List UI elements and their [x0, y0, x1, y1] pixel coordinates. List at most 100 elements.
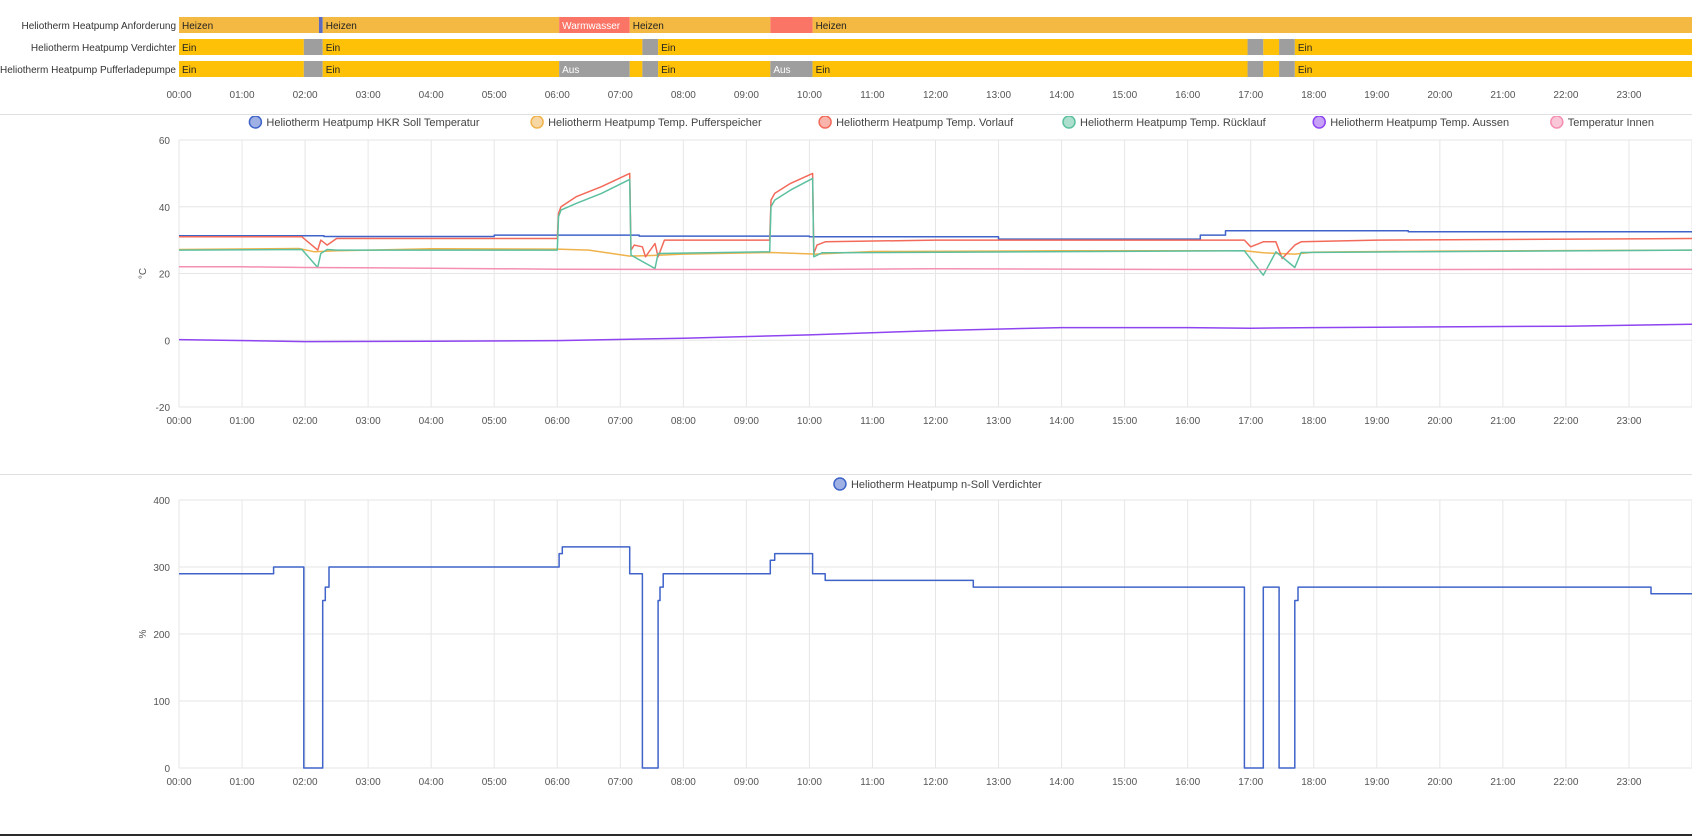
- legend-item[interactable]: Temperatur Innen: [1550, 115, 1654, 129]
- x-tick-label: 20:00: [1427, 416, 1452, 427]
- timeline-segment[interactable]: [642, 39, 659, 55]
- timeline-segment[interactable]: [1263, 61, 1280, 77]
- x-tick-label: 23:00: [1616, 90, 1641, 101]
- x-tick-label: 18:00: [1301, 777, 1326, 788]
- timeline-svg: Heliotherm Heatpump Anforderung Heizen Hei…: [0, 17, 1692, 101]
- timeline-segment[interactable]: [322, 17, 560, 33]
- timeline-segment-label: Ein: [1298, 43, 1312, 54]
- x-tick-label: 14:00: [1049, 777, 1074, 788]
- timeline-segment[interactable]: [1279, 61, 1295, 77]
- compressor-speed-series-line: [179, 546, 1692, 769]
- timeline-segment[interactable]: [812, 17, 1692, 33]
- timeline-segment[interactable]: [1263, 39, 1280, 55]
- legend-label: Heliotherm Heatpump Temp. Aussen: [1330, 117, 1509, 129]
- x-tick-label: 14:00: [1049, 416, 1074, 427]
- legend-item[interactable]: Heliotherm Heatpump HKR Soll Temperatur: [248, 115, 480, 129]
- x-tick-label: 06:00: [545, 777, 570, 788]
- timeline-segment-label: Heizen: [633, 21, 664, 32]
- x-tick-label: 15:00: [1112, 416, 1137, 427]
- timeline-segment[interactable]: [1247, 39, 1264, 55]
- x-tick-label: 17:00: [1238, 777, 1263, 788]
- timeline-segment[interactable]: [318, 17, 323, 33]
- timeline-segment[interactable]: [322, 39, 643, 55]
- x-tick-label: 22:00: [1553, 90, 1578, 101]
- timeline-segment[interactable]: [303, 61, 323, 77]
- temperature-series-line: [179, 172, 1692, 260]
- legend-item[interactable]: Heliotherm Heatpump n-Soll Verdichter: [833, 477, 1042, 491]
- legend-label: Temperatur Innen: [1568, 117, 1654, 129]
- x-tick-label: 02:00: [293, 90, 318, 101]
- x-tick-label: 18:00: [1301, 416, 1326, 427]
- legend-swatch: [1550, 115, 1564, 129]
- legend-item[interactable]: Heliotherm Heatpump Temp. Pufferspeicher: [530, 115, 762, 129]
- timeline-segment[interactable]: [303, 39, 323, 55]
- x-tick-label: 22:00: [1553, 777, 1578, 788]
- bottom-bar: [0, 834, 1692, 836]
- temperature-series-line: [179, 266, 1692, 271]
- timeline-segment[interactable]: [770, 17, 813, 33]
- timeline-segment[interactable]: [559, 17, 630, 33]
- timeline-segment[interactable]: [559, 61, 630, 77]
- timeline-segment[interactable]: [1247, 61, 1264, 77]
- legend-swatch: [248, 115, 263, 129]
- timeline-segment[interactable]: [1294, 61, 1692, 77]
- x-tick-label: 20:00: [1427, 90, 1452, 101]
- x-tick-label: 07:00: [608, 416, 633, 427]
- x-tick-label: 08:00: [671, 90, 696, 101]
- y-tick-label: 0: [164, 764, 170, 775]
- timeline-segment[interactable]: [770, 61, 813, 77]
- x-tick-label: 21:00: [1490, 416, 1515, 427]
- x-tick-label: 11:00: [860, 90, 885, 101]
- timeline-segment-label: Aus: [562, 65, 579, 76]
- y-axis-label: °C: [138, 268, 149, 279]
- timeline-segment[interactable]: [812, 61, 1248, 77]
- legend-item[interactable]: Heliotherm Heatpump Temp. Vorlauf: [818, 115, 1014, 129]
- y-tick-label: 400: [153, 496, 170, 507]
- x-tick-label: 04:00: [419, 416, 444, 427]
- legend-label: Heliotherm Heatpump n-Soll Verdichter: [851, 479, 1042, 491]
- timeline-segment[interactable]: [1279, 39, 1295, 55]
- x-tick-label: 15:00: [1112, 777, 1137, 788]
- x-tick-label: 12:00: [923, 416, 948, 427]
- x-tick-label: 19:00: [1364, 90, 1389, 101]
- timeline-segment-label: Heizen: [182, 21, 213, 32]
- legend-swatch: [833, 477, 847, 491]
- x-tick-label: 08:00: [671, 416, 696, 427]
- x-tick-label: 09:00: [734, 777, 759, 788]
- timeline-segment-label: Ein: [182, 65, 196, 76]
- x-tick-label: 10:00: [797, 416, 822, 427]
- timeline-segment[interactable]: [179, 17, 319, 33]
- x-tick-label: 00:00: [166, 90, 191, 101]
- x-tick-label: 03:00: [356, 777, 381, 788]
- x-tick-label: 04:00: [419, 777, 444, 788]
- legend-swatch: [530, 115, 544, 129]
- timeline-segment[interactable]: [179, 39, 304, 55]
- timeline-segment[interactable]: [322, 61, 560, 77]
- temperature-series-line: [179, 230, 1692, 240]
- timeline-segment[interactable]: [629, 17, 771, 33]
- x-tick-label: 20:00: [1427, 777, 1452, 788]
- x-tick-label: 06:00: [545, 416, 570, 427]
- timeline-segment[interactable]: [629, 61, 643, 77]
- x-tick-label: 23:00: [1616, 777, 1641, 788]
- x-tick-label: 00:00: [166, 416, 191, 427]
- temperature-chart-svg: -20 0 20 40 60 00:00 01:00 02:00 03:00 04:00 05:00…: [138, 115, 1692, 427]
- x-tick-label: 02:00: [293, 777, 318, 788]
- x-tick-label: 04:00: [419, 90, 444, 101]
- x-tick-label: 05:00: [482, 777, 507, 788]
- legend-label: Heliotherm Heatpump HKR Soll Temperatur: [266, 117, 479, 129]
- legend-item[interactable]: Heliotherm Heatpump Temp. Rücklauf: [1062, 115, 1267, 129]
- y-axis-label: %: [138, 629, 149, 638]
- timeline-segment[interactable]: [658, 39, 1248, 55]
- legend-item[interactable]: Heliotherm Heatpump Temp. Aussen: [1312, 115, 1509, 129]
- x-tick-label: 01:00: [230, 416, 255, 427]
- x-tick-label: 05:00: [482, 90, 507, 101]
- timeline-segment[interactable]: [1294, 39, 1692, 55]
- timeline-segment[interactable]: [642, 61, 659, 77]
- timeline-segment-label: Ein: [326, 43, 340, 54]
- y-tick-label: 0: [164, 336, 170, 347]
- timeline-segment[interactable]: [179, 61, 304, 77]
- timeline-segment-label: Ein: [661, 43, 675, 54]
- x-tick-label: 00:00: [166, 777, 191, 788]
- timeline-segment[interactable]: [658, 61, 771, 77]
